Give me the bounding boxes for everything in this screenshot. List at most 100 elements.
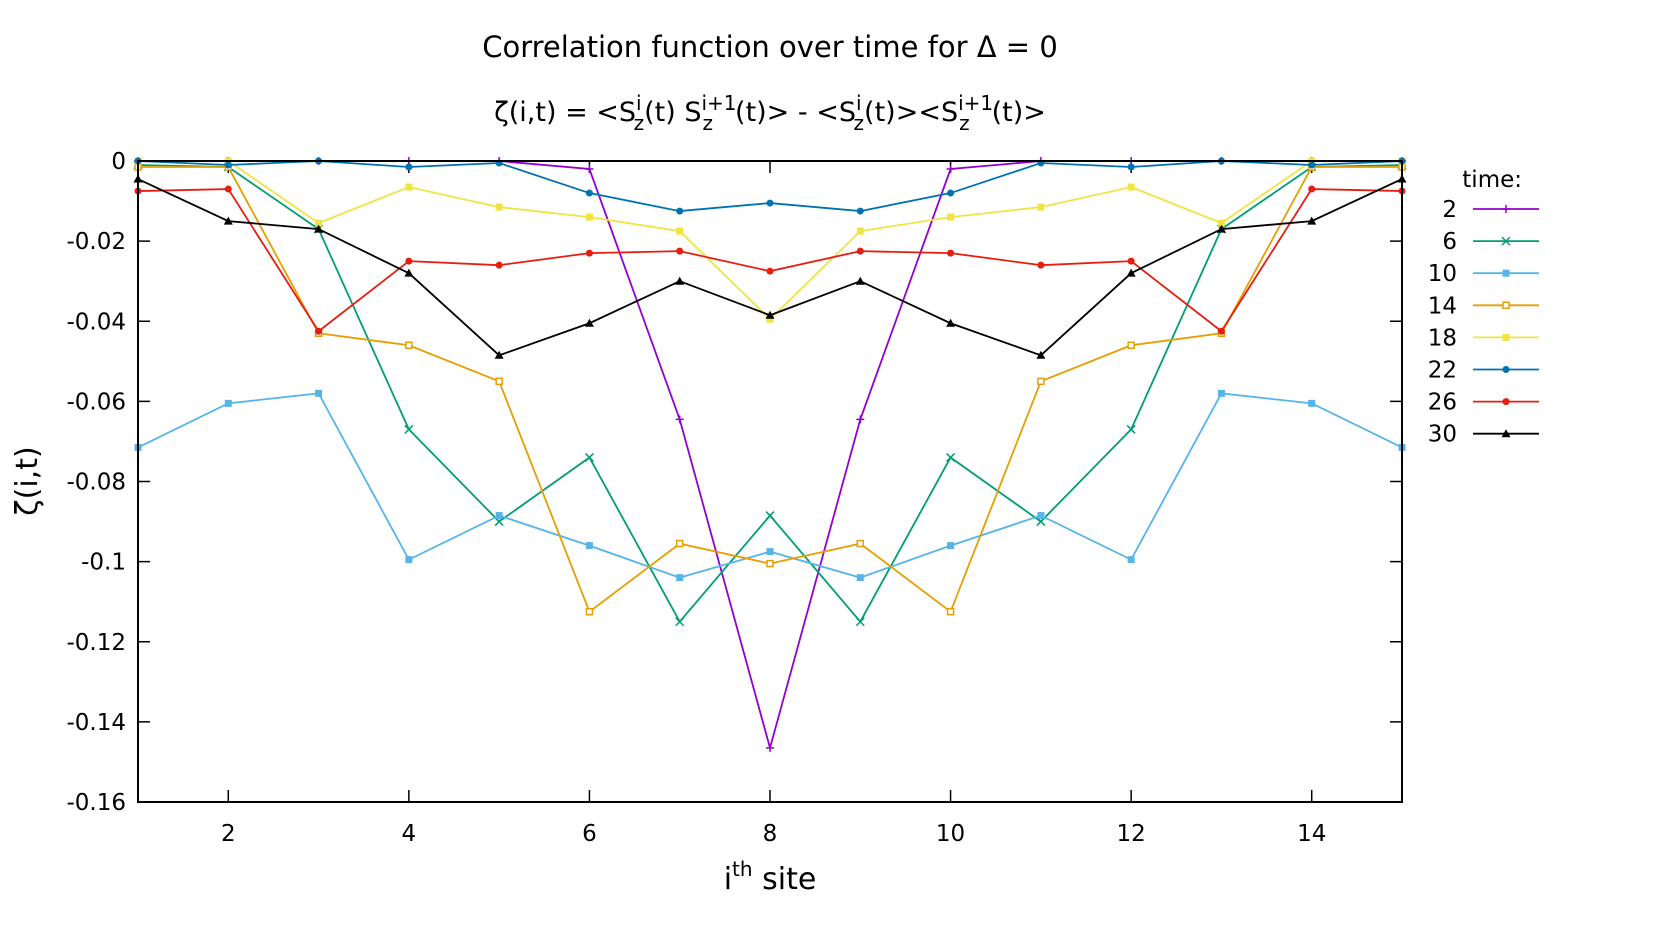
data-point (1037, 377, 1045, 386)
data-point (224, 399, 232, 407)
legend-title: time: (1462, 167, 1522, 193)
data-point (315, 327, 323, 335)
y-tick-label: -0.06 (66, 389, 126, 415)
data-point (675, 617, 685, 627)
data-point (676, 227, 684, 235)
data-point (947, 213, 955, 221)
legend-marker (1502, 269, 1510, 277)
x-tick-label: 12 (1117, 821, 1146, 847)
x-tick-label: 8 (763, 821, 778, 847)
data-point (1308, 161, 1316, 169)
series-line-18 (138, 160, 1402, 321)
data-point (855, 617, 865, 627)
data-point (766, 559, 774, 568)
legend-label: 22 (1428, 358, 1457, 384)
data-point (766, 199, 774, 207)
data-point (224, 185, 232, 193)
data-point (1037, 512, 1045, 520)
data-point (1126, 268, 1136, 277)
data-point (856, 574, 864, 582)
data-point (946, 165, 955, 174)
data-point (1127, 341, 1135, 350)
data-point (585, 607, 594, 616)
x-axis-label: ith site (724, 857, 817, 897)
data-point (1127, 257, 1135, 265)
series-10 (134, 389, 1406, 582)
legend-marker (1502, 333, 1510, 341)
data-point (494, 350, 504, 359)
data-point (946, 318, 956, 327)
data-point (1037, 203, 1045, 211)
data-point (676, 574, 684, 582)
series-26 (134, 185, 1406, 335)
data-point (855, 276, 865, 285)
legend-label: 18 (1428, 325, 1457, 351)
y-axis-label: ζ(i,t) (10, 446, 45, 515)
legend-label: 6 (1442, 229, 1457, 255)
data-point (585, 213, 593, 221)
y-tick-label: -0.16 (66, 790, 126, 816)
chart-subtitle: ζ(i,t) = <Si z(t) Si+1 z (t)> - <Si z(t)><Si… (494, 91, 1046, 135)
data-point (766, 267, 774, 275)
data-point (495, 512, 503, 520)
y-tick-label: -0.02 (66, 229, 126, 255)
data-point (856, 207, 864, 215)
data-point (404, 268, 414, 277)
data-point (405, 556, 413, 564)
legend-label: 2 (1442, 197, 1457, 223)
data-point (585, 249, 593, 257)
data-point (1307, 216, 1317, 225)
data-point (1217, 389, 1225, 397)
data-point (585, 189, 593, 197)
data-point (856, 227, 864, 235)
y-tick-label: -0.08 (66, 470, 126, 496)
data-point (675, 539, 684, 548)
data-point (946, 607, 955, 616)
series-18 (134, 157, 1406, 323)
y-tick-label: 0 (111, 149, 126, 175)
data-point (315, 389, 323, 397)
data-point (584, 452, 594, 462)
data-point (947, 542, 955, 550)
y-tick-label: -0.1 (81, 550, 126, 576)
data-point (1037, 261, 1045, 269)
legend-label: 10 (1428, 261, 1457, 287)
data-point (495, 261, 503, 269)
plot-frame (137, 160, 1403, 803)
data-point (314, 224, 324, 233)
legend-marker (1502, 366, 1510, 373)
x-tick-label: 10 (936, 821, 965, 847)
y-tick-label: -0.04 (66, 309, 126, 335)
x-tick-label: 14 (1297, 821, 1326, 847)
data-point (765, 511, 775, 521)
data-point (405, 183, 413, 191)
data-point (404, 424, 414, 434)
data-point (947, 189, 955, 197)
series-line-26 (137, 188, 1403, 333)
legend-marker (1502, 398, 1510, 406)
legend-marker (1501, 236, 1511, 246)
data-point (676, 247, 684, 255)
data-point (405, 257, 413, 265)
data-point (584, 318, 594, 327)
data-point (675, 415, 684, 424)
data-point (1127, 183, 1135, 191)
data-point (224, 161, 232, 169)
data-point (766, 743, 774, 752)
data-point (495, 377, 503, 386)
data-point (1216, 224, 1226, 233)
data-point (856, 415, 865, 424)
data-point (405, 163, 413, 171)
data-point (676, 207, 684, 215)
series-layer (133, 157, 1407, 752)
data-point (495, 203, 503, 211)
chart-title: Correlation function over time for Δ = 0 (482, 30, 1058, 64)
x-tick-label: 6 (582, 821, 597, 847)
data-point (405, 341, 413, 350)
legend-marker (1502, 301, 1510, 310)
data-point (223, 216, 233, 225)
data-point (1036, 350, 1046, 359)
ticks-layer: 2 4 6 8 10 12 14 0 -0.02 -0.04 -0.06 -0.08 -0.1 -0.12… (66, 149, 1402, 847)
series-22 (134, 157, 1406, 215)
